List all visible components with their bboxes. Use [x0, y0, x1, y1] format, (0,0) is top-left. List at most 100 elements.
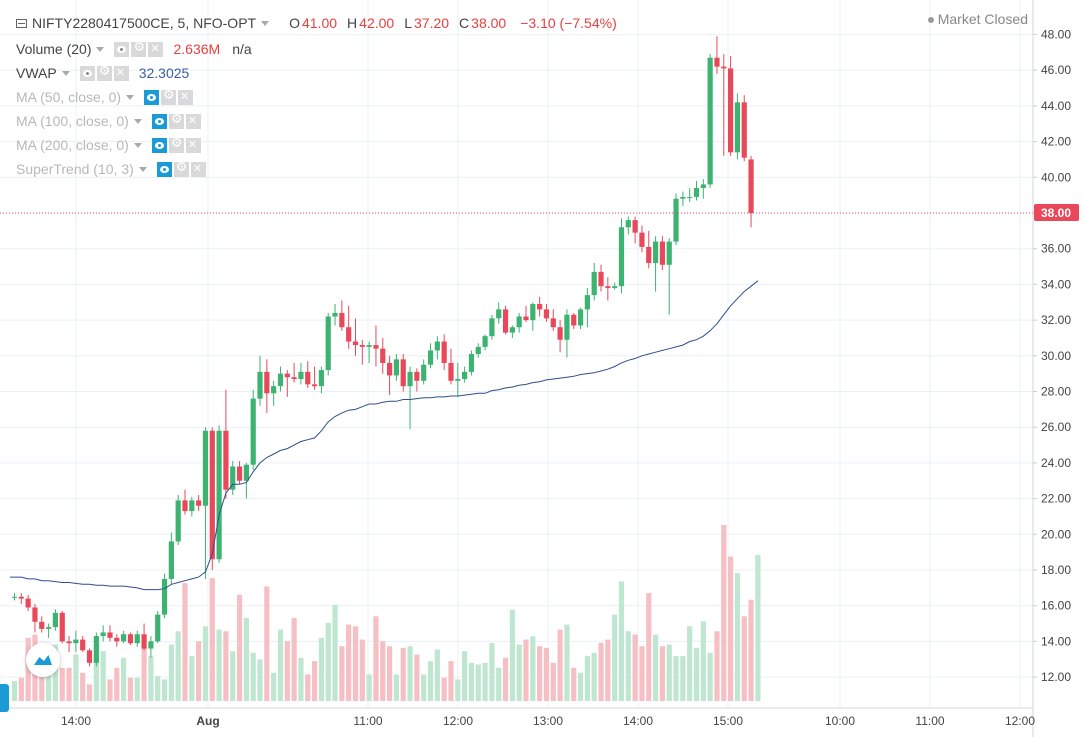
volume-bar [168, 644, 174, 701]
volume-bar [475, 664, 481, 701]
tradingview-logo-icon[interactable] [26, 643, 60, 677]
candle-body [441, 341, 447, 363]
volume-bar [93, 656, 99, 701]
indicator-name[interactable]: Volume (20) [16, 41, 92, 57]
time-axis[interactable]: 14:00 Aug 11:00 12:00 13:00 14:00 15:00 10:00 11… [61, 714, 1035, 728]
gear-icon[interactable] [161, 88, 177, 105]
svg-text:38.00: 38.00 [1041, 206, 1071, 220]
gear-icon[interactable] [131, 40, 147, 57]
volume-bar [298, 657, 304, 701]
close-icon[interactable] [148, 41, 164, 57]
candle-body [80, 639, 86, 651]
gear-icon[interactable] [96, 64, 112, 81]
candle-body [52, 612, 59, 628]
close-icon[interactable] [178, 89, 194, 105]
candle-body [502, 309, 509, 333]
eye-icon[interactable] [156, 161, 172, 177]
gear-icon[interactable] [168, 136, 184, 153]
volume-bar [196, 641, 202, 701]
volume-bar [311, 661, 318, 701]
candle-body [271, 386, 277, 394]
candle-body [393, 359, 400, 376]
indicator-row-vwap[interactable]: VWAP 32.3025 [16, 62, 189, 84]
candle-body [168, 541, 174, 579]
candle-body [66, 641, 72, 644]
indicator-row-supertrend[interactable]: SuperTrend (10, 3) [16, 158, 208, 180]
gear-icon[interactable] [173, 160, 189, 177]
candle-body [311, 384, 318, 387]
chevron-down-icon[interactable] [133, 118, 142, 124]
volume-bar [250, 652, 256, 701]
chevron-down-icon[interactable] [96, 46, 105, 52]
candle-body [680, 196, 686, 199]
chevron-down-icon[interactable] [138, 166, 147, 172]
close-icon[interactable] [113, 65, 129, 81]
candle-body [359, 345, 365, 347]
indicator-row-ma200[interactable]: MA (200, close, 0) [16, 134, 203, 156]
indicator-name[interactable]: MA (100, close, 0) [16, 113, 129, 129]
candle-body [257, 371, 263, 399]
eye-icon[interactable] [151, 113, 167, 129]
volume-bar [127, 677, 134, 701]
high-value: 42.00 [359, 15, 395, 31]
candle-body [209, 430, 215, 560]
candle-body [380, 348, 386, 363]
symbol-title[interactable]: NIFTY2280417500CE, 5, NFO-OPT [32, 15, 257, 31]
price-tick-label: 22.00 [1041, 492, 1071, 506]
symbol-row[interactable]: NIFTY2280417500CE, 5, NFO-OPT O 41.00 H 42… [16, 12, 617, 34]
volume-bar [632, 634, 638, 701]
volume-bar [564, 624, 570, 701]
candle-body [161, 578, 168, 615]
volume-bar [148, 656, 154, 701]
volume-bar [202, 626, 209, 701]
volume-bar [516, 644, 522, 701]
indicator-value: 32.3025 [138, 65, 190, 81]
indicator-row-volume[interactable]: Volume (20) 2.636M n/a [16, 38, 252, 60]
indicator-name[interactable]: SuperTrend (10, 3) [16, 161, 134, 177]
side-panel-toggle[interactable] [0, 684, 9, 712]
collapse-legend-icon[interactable] [16, 18, 27, 28]
indicator-row-ma50[interactable]: MA (50, close, 0) [16, 86, 195, 108]
indicator-name[interactable]: VWAP [16, 65, 57, 81]
candle-body [728, 68, 734, 153]
volume-bar [584, 656, 590, 701]
chevron-down-icon[interactable] [126, 94, 135, 100]
volume-bar [707, 652, 713, 701]
candle-body [462, 371, 468, 380]
volume-bar [11, 681, 18, 701]
chevron-down-icon[interactable] [133, 142, 142, 148]
eye-icon[interactable] [114, 41, 130, 57]
price-axis[interactable]: 12.00 14.00 16.00 18.00 20.00 22.00 24.00 26.00… [1033, 28, 1071, 685]
indicator-name[interactable]: MA (200, close, 0) [16, 137, 129, 153]
volume-bar [755, 554, 761, 701]
candle-body [509, 327, 515, 333]
gear-icon[interactable] [168, 112, 184, 129]
candle-body [673, 198, 679, 242]
volume-bar [748, 599, 754, 701]
indicator-name[interactable]: MA (50, close, 0) [16, 89, 122, 105]
chevron-down-icon[interactable] [61, 70, 70, 76]
high-label: H [347, 15, 358, 31]
volume-bar [114, 667, 120, 701]
candle-body [407, 371, 413, 387]
price-tick-label: 24.00 [1041, 456, 1071, 470]
chevron-down-icon[interactable] [261, 20, 270, 26]
low-label: L [404, 15, 412, 31]
eye-icon[interactable] [144, 89, 160, 105]
close-icon[interactable] [185, 137, 201, 153]
volume-bar [86, 684, 93, 701]
eye-icon[interactable] [151, 137, 167, 153]
close-icon[interactable] [190, 161, 206, 177]
indicator-row-ma100[interactable]: MA (100, close, 0) [16, 110, 203, 132]
price-tick-label: 14.00 [1041, 634, 1071, 648]
market-status-text: Market Closed [937, 11, 1028, 27]
volume-bar [571, 667, 577, 701]
close-icon[interactable] [185, 113, 201, 129]
candle-body [93, 636, 99, 663]
volume-bar [277, 629, 284, 701]
candle-body [496, 309, 502, 319]
candle-body [32, 607, 38, 622]
candle-body [455, 379, 461, 381]
eye-icon[interactable] [79, 65, 95, 81]
